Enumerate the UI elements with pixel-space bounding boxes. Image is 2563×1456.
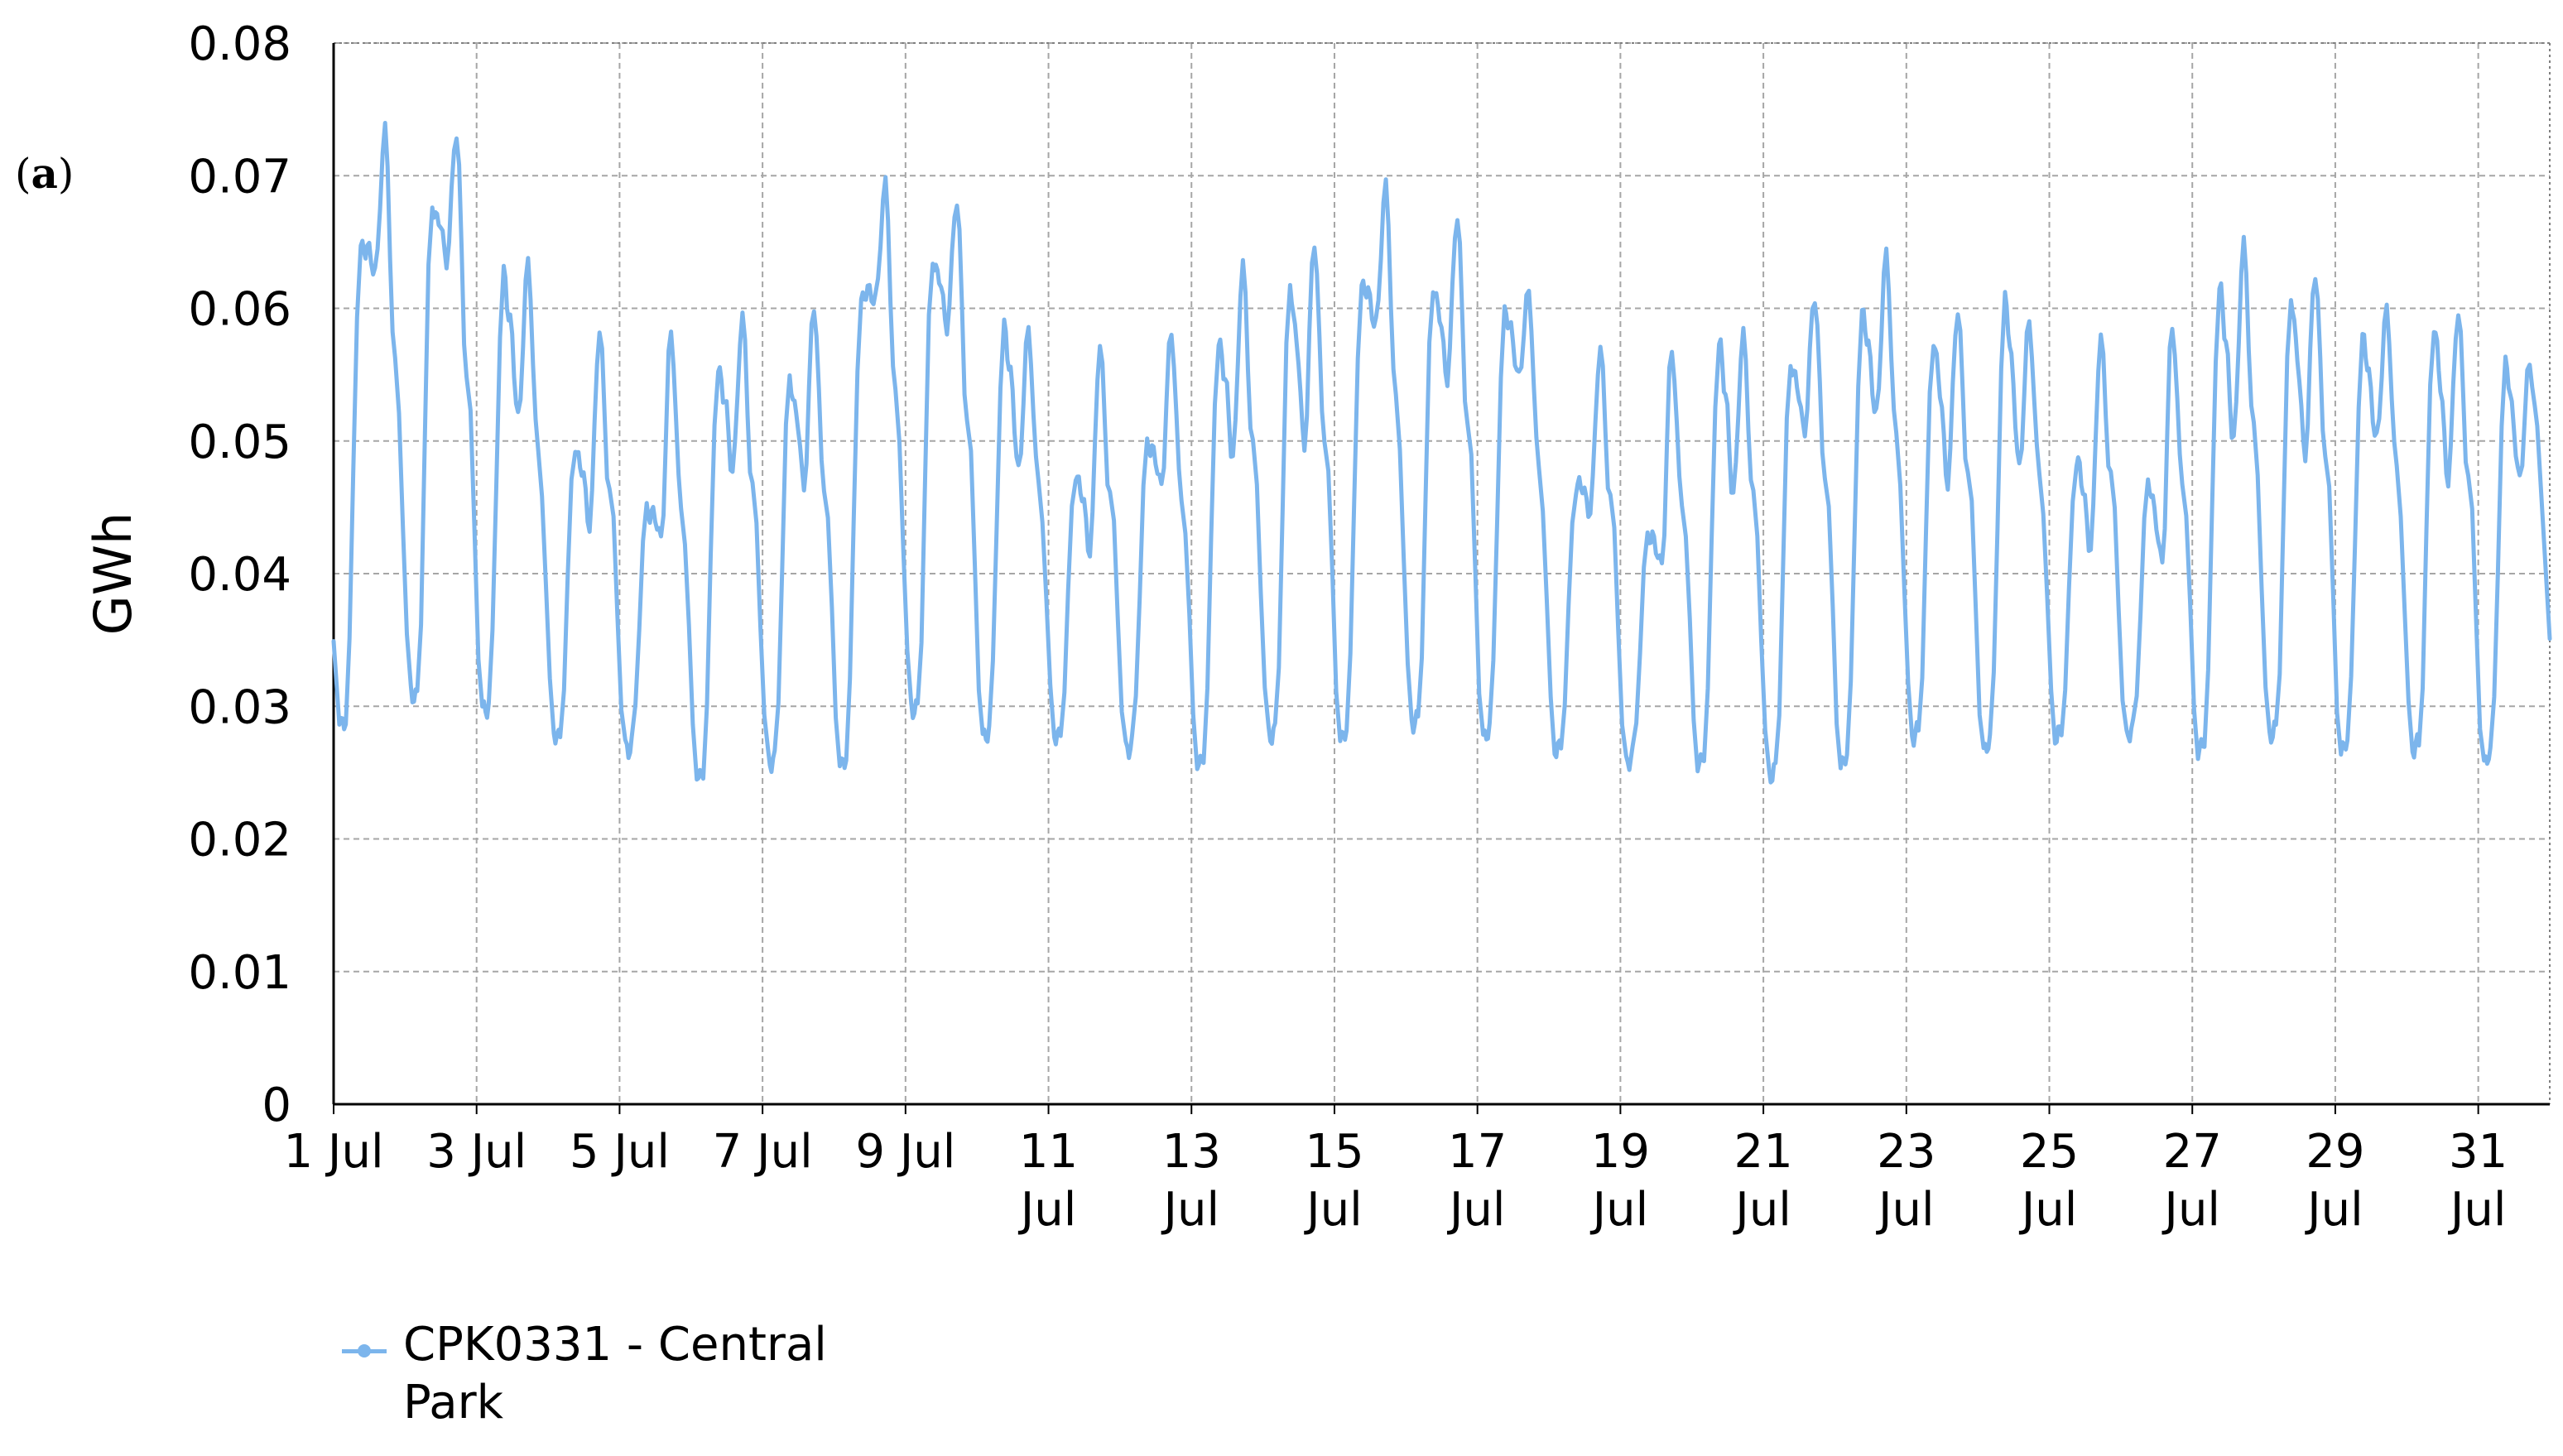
legend-label: CPK0331 - Central Park <box>403 1318 827 1430</box>
panel-label-text: a <box>31 149 58 198</box>
x-tick-label-line2: Jul <box>1876 1183 1935 1237</box>
x-tick-label-line2: Jul <box>2161 1183 2220 1237</box>
x-tick-label: 15 <box>1305 1125 1363 1179</box>
y-tick-label: 0.01 <box>188 946 291 1000</box>
x-tick-label-line2: Jul <box>1447 1183 1506 1237</box>
x-tick-label-line2: Jul <box>1304 1183 1363 1237</box>
y-tick-label: 0.06 <box>188 283 291 337</box>
x-tick-label-line2: Jul <box>1161 1183 1219 1237</box>
x-tick-label: 3 Jul <box>426 1125 527 1179</box>
x-tick-label: 7 Jul <box>713 1125 813 1179</box>
legend-marker <box>358 1344 371 1357</box>
grid <box>333 42 2550 1105</box>
x-tick-label: 9 Jul <box>855 1125 955 1179</box>
x-tick-label: 17 <box>1448 1125 1507 1179</box>
legend-swatch-icon <box>335 1316 393 1366</box>
x-tick-label: 25 <box>2020 1125 2079 1179</box>
panel-label: (a) <box>15 149 75 198</box>
y-tick-label: 0.08 <box>188 17 291 71</box>
y-tick-label: 0.05 <box>188 416 291 469</box>
x-tick-label: 5 Jul <box>570 1125 670 1179</box>
axes <box>332 42 2551 1114</box>
x-tick-label: 27 <box>2163 1125 2222 1179</box>
y-axis-ticks: 0 0.01 0.02 0.03 0.04 0.05 0.06 0.07 0.08 <box>188 17 291 1132</box>
y-tick-label: 0.02 <box>188 814 291 867</box>
x-tick-label-line2: Jul <box>1733 1183 1791 1237</box>
x-tick-label: 13 <box>1162 1125 1221 1179</box>
x-axis-ticks: 1 Jul 3 Jul 5 Jul 7 Jul 9 Jul 11Jul13Jul15Jul… <box>284 1125 2508 1237</box>
y-tick-label: 0.03 <box>188 680 291 734</box>
x-tick-label: 19 <box>1591 1125 1650 1179</box>
y-axis-label: GWh <box>83 512 143 636</box>
legend[interactable]: CPK0331 - Central Park <box>335 1316 916 1432</box>
y-tick-label: 0 <box>262 1079 291 1132</box>
x-tick-label: 23 <box>1877 1125 1935 1179</box>
x-tick-label-line2: Jul <box>1018 1183 1077 1237</box>
x-tick-label-line2: Jul <box>1590 1183 1649 1237</box>
series <box>331 121 2552 785</box>
x-tick-label: 29 <box>2306 1125 2364 1179</box>
x-tick-label-line2: Jul <box>2019 1183 2078 1237</box>
series-line-cpk0331 <box>331 121 2552 785</box>
x-tick-label-line2: Jul <box>2448 1183 2507 1237</box>
y-tick-label: 0.04 <box>188 548 291 602</box>
x-tick-label: 31 <box>2449 1125 2508 1179</box>
x-tick-label: 11 <box>1019 1125 1078 1179</box>
x-tick-label: 1 Jul <box>284 1125 384 1179</box>
x-tick-label: 21 <box>1734 1125 1792 1179</box>
y-tick-label: 0.07 <box>188 150 291 204</box>
x-tick-label-line2: Jul <box>2305 1183 2363 1237</box>
